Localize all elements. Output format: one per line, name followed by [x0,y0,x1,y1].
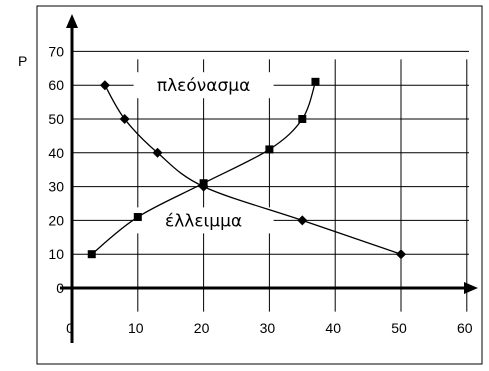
x-tick-label-20: 20 [194,320,210,336]
plot-frame [36,5,483,365]
series-1-point-0 [87,250,96,259]
x-tick-label-60: 60 [457,320,473,336]
annotations: πλεόνασμα έλλειμμα [157,76,250,231]
series-1-point-4 [298,115,307,123]
y-tick-label-40: 40 [48,145,64,161]
y-tick-label-10: 10 [48,246,64,262]
series-0-point-5 [396,249,406,260]
curves [87,77,406,260]
series-0-point-0 [99,80,110,91]
x-tick-label-50: 50 [391,320,407,336]
y-tick-label-70: 70 [48,43,64,59]
x-tick-label-40: 40 [325,320,341,336]
series-0-point-4 [297,215,308,226]
annotation-background-0 [133,72,274,99]
y-tick-label-60: 60 [48,77,64,93]
series-0-point-1 [119,114,130,124]
y-axis-arrow [66,14,78,28]
y-tick-label-50: 50 [48,111,64,127]
x-axis-arrow [464,282,478,294]
series-1-point-1 [133,213,142,222]
y-axis-label: P [18,53,27,69]
x-tick-label-30: 30 [260,320,276,336]
tick-labels: 0 10 20 30 40 50 60 70 0 10 20 30 40 50 60 P [18,43,473,336]
annotation-background-1 [133,207,274,234]
annotation-1: έλλειμμα [165,211,242,231]
annotation-backgrounds [133,72,274,234]
y-tick-label-30: 30 [48,179,64,195]
x-tick-label-10: 10 [128,320,144,336]
series-1-point-2 [199,179,208,188]
series-1-point-5 [311,77,320,86]
x-tick-label-0: 0 [66,320,74,336]
series-0-point-2 [152,147,163,158]
y-tick-label-0: 0 [56,280,64,296]
annotation-0: πλεόνασμα [157,76,250,96]
axes [60,14,478,343]
series-1-point-3 [265,145,274,154]
y-tick-label-20: 20 [48,212,64,228]
